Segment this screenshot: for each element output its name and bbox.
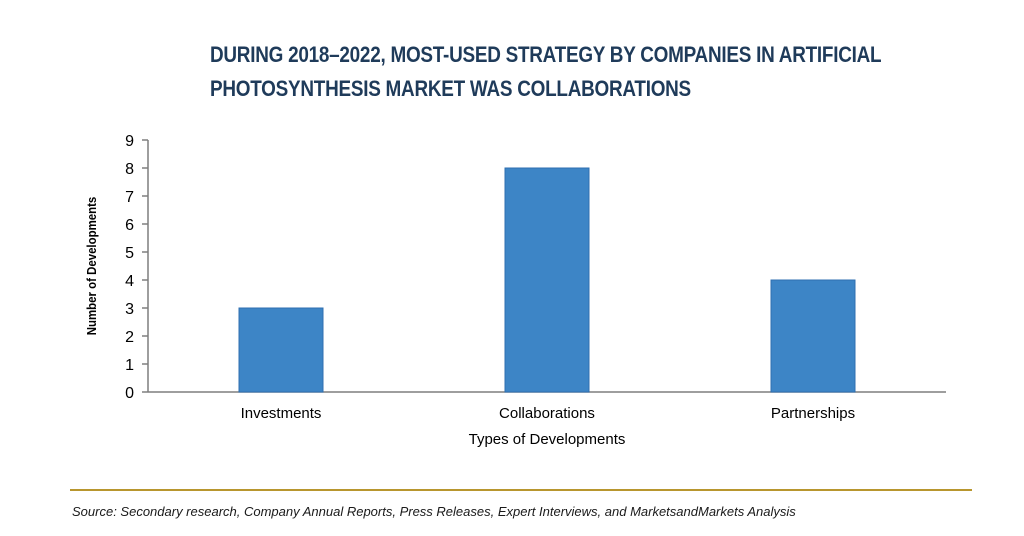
x-tick-label-partnerships: Partnerships (771, 405, 855, 422)
x-axis-ticks: Investments Collaborations Partnerships (241, 405, 856, 422)
y-tick-label: 4 (125, 273, 134, 290)
x-tick-label-collaborations: Collaborations (499, 405, 595, 422)
y-tick-label: 1 (125, 357, 134, 374)
chart-title-line-1: DURING 2018–2022, MOST-USED STRATEGY BY … (210, 42, 882, 67)
chart-title: DURING 2018–2022, MOST-USED STRATEGY BY … (210, 38, 882, 106)
y-axis-label: Number of Developments (84, 197, 99, 336)
source-note: Source: Secondary research, Company Annu… (72, 504, 796, 519)
y-tick-label: 6 (125, 217, 134, 234)
bars (238, 167, 856, 393)
bar-partnerships (770, 279, 856, 393)
y-axis-ticks: 0 1 2 3 4 5 6 7 8 9 (125, 133, 148, 402)
y-tick-label: 0 (125, 385, 134, 402)
bar-investments (238, 307, 324, 393)
source-divider (70, 489, 972, 491)
y-tick-label: 7 (125, 189, 134, 206)
y-tick-label: 8 (125, 161, 134, 178)
y-tick-label: 2 (125, 329, 134, 346)
bar-collaborations (504, 167, 590, 393)
x-tick-label-investments: Investments (241, 405, 322, 422)
x-axis-label: Types of Developments (469, 431, 626, 448)
y-tick-label: 3 (125, 301, 134, 318)
y-tick-label: 9 (125, 133, 134, 150)
chart-title-line-2: PHOTOSYNTHESIS MARKET WAS COLLABORATIONS (210, 76, 691, 101)
y-tick-label: 5 (125, 245, 134, 262)
